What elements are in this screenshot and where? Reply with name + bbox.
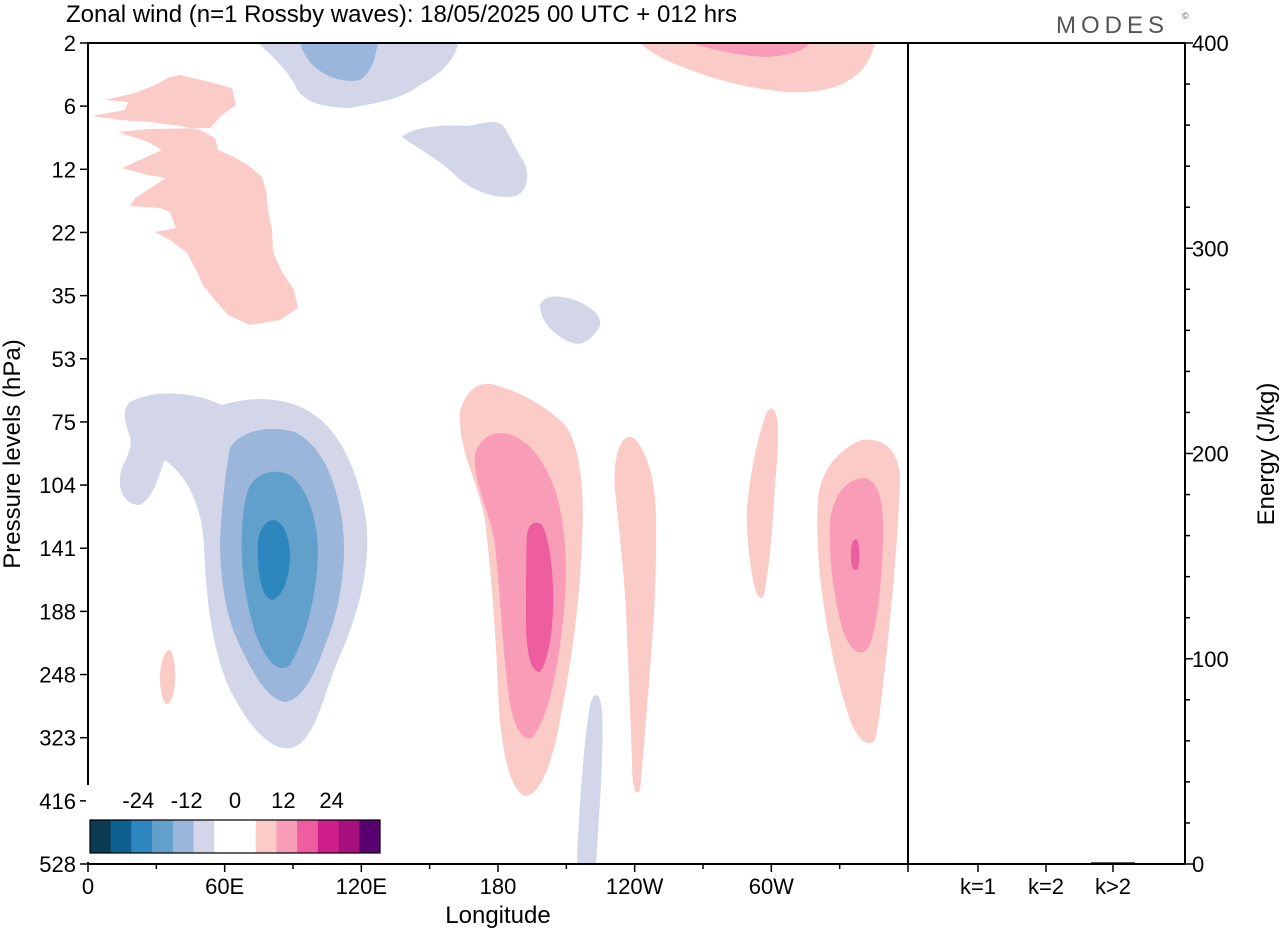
brand-logo: MODES	[1056, 12, 1169, 39]
y-axis: 2 6 12 22 35 53 75 104 141 188 248 323 416 528	[39, 31, 88, 877]
colorbar-tick-label: -12	[171, 788, 203, 813]
x-tick-label: 60E	[205, 874, 244, 899]
colorbar-swatch	[338, 820, 360, 853]
colorbar-swatch	[297, 820, 319, 853]
colorbar-swatch	[359, 820, 381, 853]
colorbar-swatch	[110, 820, 132, 853]
y-axis-label: Pressure levels (hPa)	[0, 339, 26, 568]
colorbar-swatches	[89, 819, 381, 854]
contour-center-positive-dark	[526, 522, 554, 672]
contour-negative-core	[257, 520, 290, 600]
y-tick-label: 528	[39, 852, 76, 877]
y-tick-label: 104	[39, 473, 76, 498]
colorbar-tick-label: 24	[319, 788, 343, 813]
colorbar-swatch	[255, 820, 277, 853]
colorbar-tick-label: 12	[271, 788, 295, 813]
brand-mark: ©	[1182, 11, 1189, 21]
energy-panel: 0 100 200 300 400 k=1 k=2 k>2 Energy (J/kg)	[908, 31, 1280, 899]
colorbar-swatch	[152, 820, 174, 853]
colorbar-swatch	[276, 820, 298, 853]
contour-right-positive-core	[851, 539, 860, 570]
contour-thin-positive-column	[614, 436, 657, 793]
y-tick-label: 416	[39, 789, 76, 814]
energy-category-label: k=1	[960, 874, 996, 899]
energy-tick-label: 300	[1192, 236, 1229, 261]
contour-mid-negative-blob	[402, 122, 528, 197]
energy-bar	[956, 862, 1000, 865]
colorbar-swatch	[214, 820, 236, 853]
colorbar-swatch	[193, 820, 215, 853]
colorbar-tick-label: -24	[122, 788, 154, 813]
contour-small-positive-oval	[160, 650, 176, 705]
energy-tick-label: 100	[1192, 647, 1229, 672]
colorbar-swatch	[172, 820, 194, 853]
energy-tick-label: 400	[1192, 31, 1229, 56]
x-axis: 0 60E 120E 180 120W 60W	[82, 864, 909, 899]
colorbar-labels: -24 -12 0 12 24	[122, 788, 343, 813]
contour-plot: 0 60E 120E 180 120W 60W 2 6 12 22 35 53 75 104 141 188…	[0, 31, 909, 929]
colorbar-border	[89, 819, 381, 854]
y-tick-label: 6	[64, 94, 76, 119]
colorbar-tick-label: 0	[229, 788, 241, 813]
contour-upper-negative-mid	[300, 43, 378, 81]
y-tick-label: 188	[39, 599, 76, 624]
energy-axis-label: Energy (J/kg)	[1253, 383, 1280, 526]
colorbar-swatch	[90, 820, 112, 853]
contour-upper-positive-mid	[690, 43, 810, 57]
x-tick-label: 60W	[749, 874, 794, 899]
y-tick-label: 141	[39, 536, 76, 561]
y-tick-label: 2	[64, 31, 76, 56]
contour-upper-positive-light	[640, 43, 875, 93]
contour-upper-left-positive	[92, 75, 298, 325]
x-axis-label: Longitude	[445, 902, 550, 929]
x-tick-label: 120W	[606, 874, 664, 899]
y-tick-label: 75	[52, 410, 76, 435]
x-tick-label: 120E	[336, 874, 387, 899]
energy-axis: 0 100 200 300 400	[1185, 31, 1229, 877]
y-tick-label: 53	[52, 347, 76, 372]
colorbar-legend: -24 -12 0 12 24	[86, 785, 386, 862]
contour-thin-negative-column	[577, 695, 603, 864]
y-tick-label: 323	[39, 726, 76, 751]
energy-category-label: k>2	[1095, 874, 1131, 899]
y-tick-label: 22	[52, 220, 76, 245]
x-tick-label: 0	[82, 874, 94, 899]
x-tick-label: 180	[480, 874, 517, 899]
colorbar-swatch	[235, 820, 257, 853]
energy-tick-label: 200	[1192, 442, 1229, 467]
y-tick-label: 35	[52, 284, 76, 309]
energy-bar	[1091, 862, 1135, 864]
energy-tick-label: 0	[1192, 852, 1204, 877]
colorbar-swatch	[131, 820, 153, 853]
chart-title: Zonal wind (n=1 Rossby waves): 18/05/202…	[66, 1, 737, 28]
contour-thin-positive-blob	[746, 408, 779, 599]
colorbar-swatch	[317, 820, 339, 853]
energy-category-label: k=2	[1028, 874, 1064, 899]
y-tick-label: 12	[52, 157, 76, 182]
contour-small-negative-blob	[540, 296, 601, 344]
energy-bars: k=1 k=2 k>2	[956, 862, 1135, 899]
y-tick-label: 248	[39, 663, 76, 688]
